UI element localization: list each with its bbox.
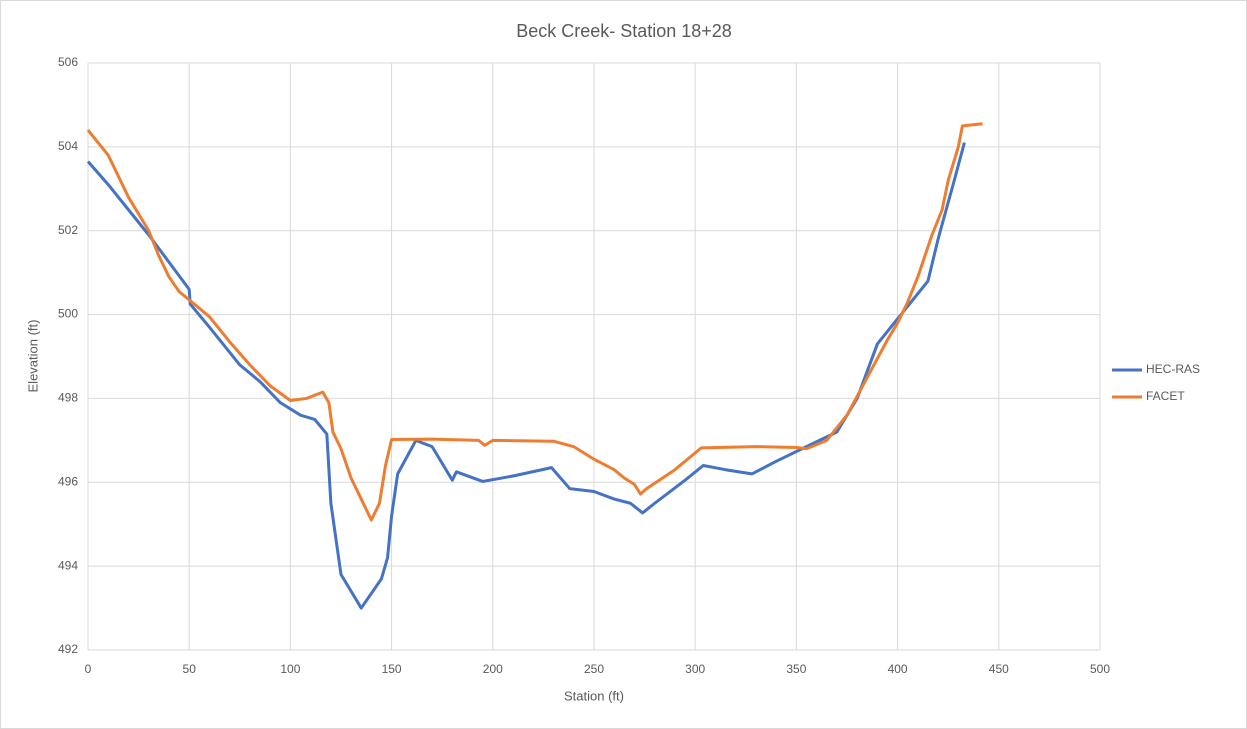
x-tick-label: 500 [1090, 662, 1110, 676]
y-tick-label: 494 [58, 558, 78, 572]
x-tick-label: 200 [483, 662, 503, 676]
y-tick-label: 492 [58, 642, 78, 656]
x-tick-label: 50 [183, 662, 197, 676]
x-tick-label: 400 [888, 662, 908, 676]
y-tick-label: 502 [58, 223, 78, 237]
chart-title: Beck Creek- Station 18+28 [516, 21, 732, 41]
x-tick-label: 150 [382, 662, 402, 676]
y-tick-label: 506 [58, 55, 78, 69]
series-line [86, 122, 983, 522]
y-tick-label: 496 [58, 474, 78, 488]
y-axis-label: Elevation (ft) [25, 320, 40, 393]
series-line [86, 142, 966, 610]
x-axis-label: Station (ft) [564, 688, 624, 703]
x-tick-label: 250 [584, 662, 604, 676]
legend-label: FACET [1146, 389, 1185, 403]
x-tick-label: 300 [685, 662, 705, 676]
x-tick-label: 0 [85, 662, 92, 676]
y-tick-label: 504 [58, 139, 78, 153]
y-tick-label: 500 [58, 307, 78, 321]
x-tick-label: 100 [280, 662, 300, 676]
y-tick-label: 498 [58, 391, 78, 405]
x-tick-label: 450 [989, 662, 1009, 676]
x-tick-label: 350 [786, 662, 806, 676]
legend-label: HEC-RAS [1146, 362, 1200, 376]
